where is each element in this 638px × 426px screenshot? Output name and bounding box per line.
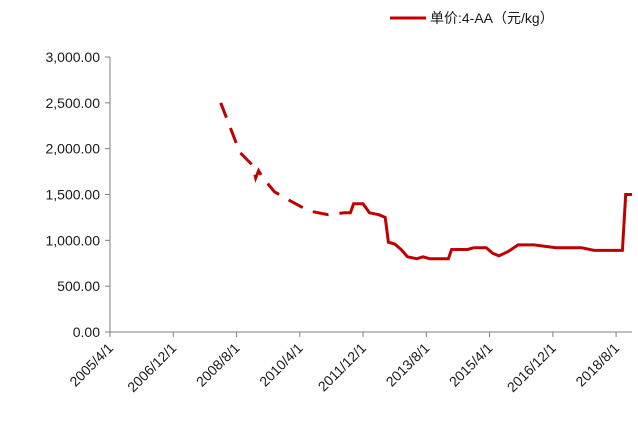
x-tick-label: 2013/8/1 bbox=[383, 340, 433, 390]
x-tick-label: 2008/8/1 bbox=[193, 340, 243, 390]
x-tick-label: 2018/8/1 bbox=[572, 340, 622, 390]
legend: 单价:4-AA（元/kg） bbox=[390, 10, 554, 26]
y-tick-label: 0.00 bbox=[73, 324, 100, 340]
x-tick-label: 2011/12/1 bbox=[315, 340, 370, 395]
plot-area bbox=[219, 102, 632, 261]
y-tick-label: 3,000.00 bbox=[46, 49, 101, 65]
x-tick-label: 2005/4/1 bbox=[66, 340, 116, 390]
series-line-dashed bbox=[219, 102, 345, 217]
x-tick-label: 2006/12/1 bbox=[124, 340, 180, 396]
y-tick-label: 1,500.00 bbox=[46, 187, 101, 203]
y-tick-label: 2,000.00 bbox=[46, 141, 101, 157]
y-axis-ticks: 0.00 500.00 1,000.00 1,500.00 2,000.00 2,500.… bbox=[46, 49, 110, 340]
x-tick-label: 2010/4/1 bbox=[256, 340, 306, 390]
y-tick-label: 2,500.00 bbox=[46, 95, 101, 111]
axes bbox=[109, 57, 632, 333]
y-tick-label: 1,000.00 bbox=[46, 232, 101, 248]
x-tick-label: 2016/12/1 bbox=[504, 340, 560, 396]
x-tick-label: 2015/4/1 bbox=[446, 340, 496, 390]
x-axis-ticks: 2005/4/1 2006/12/1 2008/8/1 2010/4/1 2011/12… bbox=[66, 332, 622, 395]
series-line-solid bbox=[344, 193, 632, 261]
legend-label: 单价:4-AA（元/kg） bbox=[430, 10, 554, 26]
y-tick-label: 500.00 bbox=[57, 278, 100, 294]
